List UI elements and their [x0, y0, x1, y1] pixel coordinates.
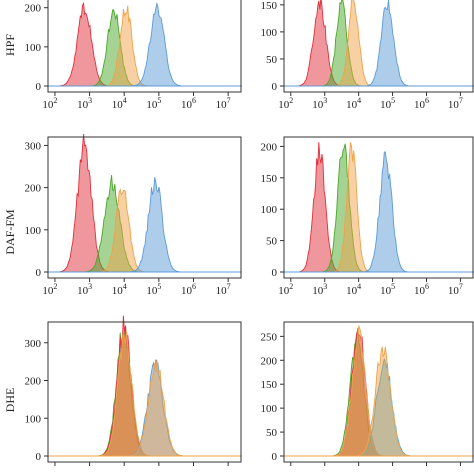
y-tick-label: 300: [25, 338, 42, 350]
row-label-hpf: HPF: [3, 34, 17, 56]
x-tick-label: 103: [312, 96, 327, 111]
x-tick-label: 103: [77, 96, 92, 111]
y-tick-label: 300: [25, 140, 42, 152]
y-tick-label: 200: [25, 3, 42, 15]
x-tick-label: 102: [42, 282, 57, 297]
x-tick-label: 106: [414, 282, 429, 297]
y-tick-label: 100: [25, 225, 42, 237]
x-tick-label: 105: [146, 96, 161, 111]
y-tick-label: 100: [25, 42, 42, 54]
histogram-orange-4: [284, 346, 474, 457]
y-tick-label: 100: [261, 204, 278, 216]
y-tick-label: 50: [266, 54, 278, 66]
plot-frame: [283, 136, 474, 279]
y-tick-label: 0: [272, 451, 278, 463]
plot-frame: [47, 0, 242, 93]
x-tick-label: 107: [216, 282, 231, 297]
x-tick-label: 105: [380, 96, 395, 111]
x-tick-label: 102: [278, 96, 293, 111]
panel-2-0: 0 100 200 300: [25, 315, 242, 466]
x-tick-label: 102: [278, 282, 293, 297]
panel-0-0: 0 100 200 102 103 104 105 106 107: [25, 0, 242, 111]
y-tick-label: 150: [261, 379, 278, 391]
panel-1-0: 0 100 200 300 102 103 104 105 106 107: [25, 134, 242, 297]
x-tick-label: 103: [312, 282, 327, 297]
x-tick-label: 105: [146, 282, 161, 297]
x-tick-label: 106: [181, 282, 196, 297]
y-tick-label: 200: [261, 141, 278, 153]
histogram-blue-3: [48, 177, 242, 273]
x-tick-label: 105: [380, 282, 395, 297]
row-label-daf-fm: DAF-FM: [3, 209, 17, 255]
y-tick-label: 100: [25, 413, 42, 425]
histogram-blue-3: [284, 151, 474, 273]
x-tick-label: 104: [112, 282, 127, 297]
y-tick-label: 100: [261, 403, 278, 415]
panel-1-1: 0 50 100 150 200 102 103 104 105 106 107: [261, 136, 474, 297]
y-tick-label: 0: [36, 267, 42, 279]
y-tick-label: 0: [36, 451, 42, 463]
y-tick-label: 100: [261, 27, 278, 39]
x-tick-label: 106: [414, 96, 429, 111]
histogram-orange-4: [48, 359, 242, 457]
y-tick-label: 0: [272, 267, 278, 279]
y-tick-label: 200: [261, 355, 278, 367]
y-tick-label: 50: [266, 236, 278, 248]
histogram-blue-3: [48, 1, 242, 87]
y-tick-label: 0: [36, 81, 42, 93]
y-tick-label: 0: [272, 81, 278, 93]
panel-2-1: 0 50 100 150 200 250: [261, 321, 474, 466]
x-tick-label: 104: [112, 96, 127, 111]
histogram-blue-3: [284, 0, 474, 87]
y-tick-label: 150: [261, 173, 278, 185]
x-tick-label: 107: [216, 96, 231, 111]
x-tick-label: 107: [448, 282, 463, 297]
x-tick-label: 104: [346, 282, 361, 297]
x-tick-label: 102: [42, 96, 57, 111]
y-tick-label: 150: [261, 0, 278, 12]
x-tick-label: 104: [346, 96, 361, 111]
y-tick-label: 200: [25, 376, 42, 388]
plot-frame: [283, 321, 474, 463]
plot-frame: [47, 136, 242, 279]
y-tick-label: 50: [266, 427, 278, 439]
plot-frame: [47, 321, 242, 463]
plot-frame: [283, 0, 474, 93]
x-tick-label: 103: [77, 282, 92, 297]
y-tick-label: 250: [261, 331, 278, 343]
row-label-dhe: DHE: [3, 388, 17, 413]
y-tick-label: 200: [25, 183, 42, 195]
x-tick-label: 107: [448, 96, 463, 111]
panel-0-1: 0 50 100 150 102 103 104 105 106 107: [261, 0, 474, 111]
x-tick-label: 106: [181, 96, 196, 111]
